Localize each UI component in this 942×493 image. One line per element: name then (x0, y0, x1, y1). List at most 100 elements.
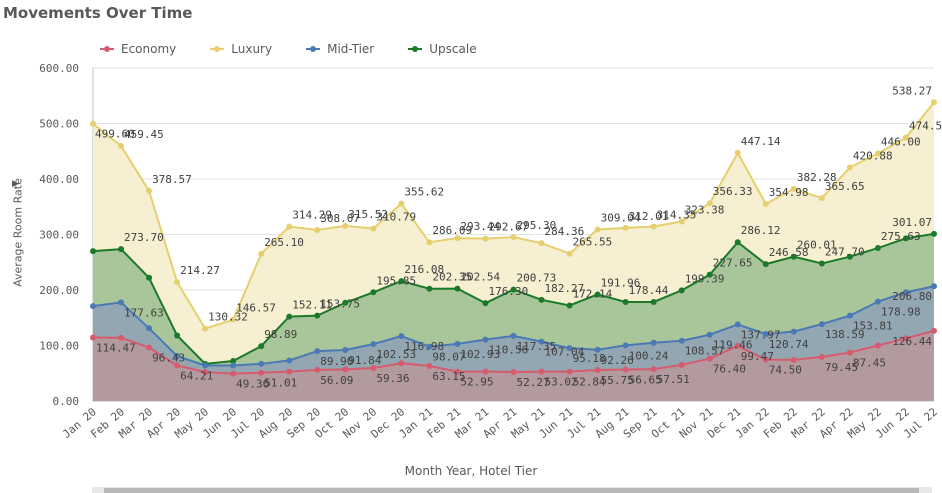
legend-item-luxury[interactable]: Luxury (210, 42, 272, 56)
horizontal-scrollbar[interactable] (92, 487, 932, 493)
data-point-mid-tier (846, 312, 853, 319)
data-point-mid-tier (902, 289, 909, 296)
data-point-luxury (790, 185, 797, 192)
data-point-luxury (594, 226, 601, 233)
data-point-economy (286, 368, 293, 375)
data-point-upscale (762, 261, 769, 268)
data-label-luxury: 538.27 (892, 84, 932, 97)
data-point-luxury (538, 240, 545, 247)
data-point-economy (678, 361, 685, 368)
data-label-upscale: 200.73 (517, 272, 557, 285)
data-point-economy (230, 370, 237, 377)
data-point-economy (342, 366, 349, 373)
data-label-upscale: 182.27 (545, 282, 585, 295)
data-point-mid-tier (931, 283, 937, 290)
y-tick-label: 100.00 (39, 340, 79, 353)
data-label-luxury: 292.67 (488, 221, 528, 234)
data-label-upscale: 286.12 (741, 224, 781, 237)
data-point-economy (762, 356, 769, 363)
legend-label-mid-tier: Mid-Tier (327, 42, 375, 56)
data-point-luxury (370, 225, 377, 232)
data-label-mid-tier: 98.07 (432, 351, 465, 364)
chart-title: Movements Over Time (3, 4, 193, 22)
data-point-luxury (706, 200, 713, 207)
data-point-upscale (370, 289, 377, 296)
data-point-mid-tier (650, 339, 657, 346)
data-point-luxury (650, 223, 657, 230)
data-point-upscale (118, 246, 125, 253)
legend-label-upscale: Upscale (429, 42, 477, 56)
data-point-economy (426, 362, 433, 369)
data-label-economy: 114.47 (96, 341, 136, 354)
data-label-luxury: 378.57 (152, 173, 192, 186)
scrollbar-thumb[interactable] (104, 488, 919, 493)
legend-label-economy: Economy (121, 42, 177, 56)
data-label-luxury: 459.45 (124, 128, 164, 141)
data-label-mid-tier: 89.90 (320, 355, 353, 368)
data-label-mid-tier: 117.35 (517, 340, 557, 353)
data-label-upscale: 152.11 (292, 299, 332, 312)
legend-marker-mid-tier (306, 44, 321, 54)
data-label-luxury: 284.36 (545, 225, 585, 238)
data-label-economy: 74.50 (769, 364, 802, 377)
data-point-luxury (90, 120, 96, 127)
data-point-upscale (426, 285, 433, 292)
y-axis-menu-arrow-icon[interactable]: ▶ (12, 179, 19, 189)
data-point-economy (370, 365, 377, 372)
data-label-luxury: 130.32 (208, 311, 248, 324)
data-label-mid-tier: 178.98 (881, 306, 921, 319)
data-point-mid-tier (874, 298, 881, 305)
data-label-luxury: 314.29 (292, 209, 332, 222)
legend-item-upscale[interactable]: Upscale (408, 42, 477, 56)
data-point-mid-tier (314, 348, 321, 355)
data-point-upscale (874, 245, 881, 252)
data-point-upscale (678, 287, 685, 294)
y-tick-label: 500.00 (39, 118, 79, 131)
data-point-upscale (230, 358, 237, 365)
data-point-economy (482, 368, 489, 375)
data-point-luxury (286, 223, 293, 230)
data-label-luxury: 356.33 (713, 185, 753, 198)
data-point-upscale (90, 248, 96, 255)
data-point-mid-tier (258, 360, 265, 367)
data-label-mid-tier: 92.26 (601, 354, 634, 367)
data-label-economy: 96.43 (152, 351, 185, 364)
data-label-economy: 56.65 (629, 374, 662, 387)
data-point-mid-tier (678, 337, 685, 344)
data-point-mid-tier (90, 303, 96, 310)
data-label-economy: 63.15 (432, 370, 465, 383)
data-point-luxury (118, 143, 125, 150)
data-label-economy: 49.36 (236, 378, 269, 391)
data-point-luxury (258, 250, 265, 257)
x-axis-label[interactable]: Month Year, Hotel Tier (404, 464, 538, 478)
data-label-luxury: 295.30 (517, 219, 557, 232)
data-point-mid-tier (342, 347, 349, 354)
data-point-economy (931, 327, 937, 334)
data-label-luxury: 146.57 (236, 302, 276, 315)
data-label-mid-tier: 108.57 (685, 345, 725, 358)
data-point-economy (146, 344, 153, 351)
y-tick-label: 400.00 (39, 173, 79, 186)
data-point-mid-tier (510, 332, 517, 339)
data-point-economy (90, 334, 96, 341)
data-point-economy (846, 349, 853, 356)
data-label-luxury: 382.28 (797, 171, 837, 184)
data-point-upscale (454, 285, 461, 292)
data-point-mid-tier (370, 341, 377, 348)
data-point-luxury (931, 99, 937, 106)
data-point-luxury (734, 149, 741, 156)
data-point-upscale (622, 298, 629, 305)
data-label-economy: 126.44 (892, 335, 932, 348)
data-point-luxury (342, 222, 349, 229)
data-point-economy (454, 368, 461, 375)
data-label-mid-tier: 137.97 (741, 328, 781, 341)
data-label-upscale: 260.01 (797, 239, 837, 252)
data-label-mid-tier: 95.18 (573, 352, 606, 365)
data-point-upscale (482, 300, 489, 307)
data-label-luxury: 265.10 (264, 236, 304, 249)
data-point-mid-tier (286, 357, 293, 364)
legend-item-economy[interactable]: Economy (100, 42, 176, 56)
data-label-economy: 51.01 (264, 377, 297, 390)
data-label-luxury: 315.52 (348, 208, 388, 221)
legend-item-mid-tier[interactable]: Mid-Tier (306, 42, 374, 56)
